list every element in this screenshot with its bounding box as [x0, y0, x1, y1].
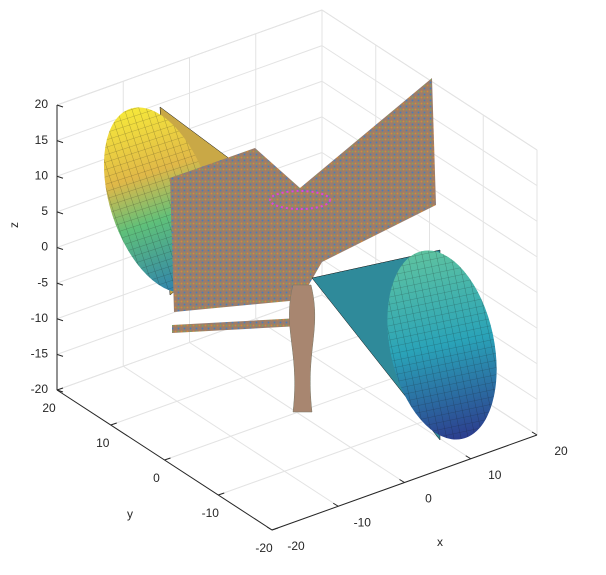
x-tick: [399, 479, 405, 483]
y-axis: [56, 389, 273, 531]
z-tick: [56, 104, 64, 108]
x-tick: [531, 431, 538, 436]
y-tick: [218, 492, 225, 496]
z-tick-label: -15: [31, 347, 49, 361]
z-tick-label: -20: [31, 382, 49, 396]
x-tick-label: 0: [425, 492, 432, 506]
z-tick-label: -10: [31, 311, 49, 325]
z-tick-label: 0: [41, 240, 48, 254]
y-tick-label: 10: [96, 436, 110, 450]
y-tick: [110, 422, 117, 426]
y-tick-label: -20: [255, 541, 273, 555]
z-tick-label: 20: [35, 97, 49, 111]
y-tick-label: -10: [202, 506, 220, 520]
y-tick: [56, 387, 64, 391]
x-tick: [332, 502, 339, 507]
sheet-strip: [172, 318, 300, 333]
x-tick: [465, 455, 472, 460]
grid-line: [110, 329, 376, 426]
z-tick: [56, 247, 64, 250]
z-axis-label: z: [7, 222, 21, 228]
z-tick: [56, 140, 64, 144]
right-cone-mesh: [387, 250, 497, 440]
surfaces: [103, 78, 497, 441]
sheet: [170, 78, 436, 312]
y-tick-label: 20: [42, 401, 56, 415]
vase: [289, 284, 316, 413]
z-tick: [56, 353, 64, 357]
z-tick: [56, 282, 64, 286]
grid-line: [164, 364, 430, 461]
z-tick: [56, 175, 64, 179]
x-tick-label: -10: [354, 515, 372, 529]
y-tick-label: 0: [153, 471, 160, 485]
y-tick: [164, 457, 171, 461]
x-tick-label: -20: [287, 539, 305, 553]
ring: [269, 190, 331, 210]
x-tick-label: 10: [488, 468, 502, 482]
grid-line: [56, 294, 323, 391]
x-tick-label: 20: [554, 444, 568, 458]
y-axis-label: y: [127, 507, 133, 521]
x-axis: [271, 434, 538, 531]
z-tick-label: 10: [35, 168, 49, 182]
x-axis-label: x: [437, 535, 443, 549]
z-tick-label: 15: [35, 133, 49, 147]
z-tick: [56, 318, 64, 322]
z-tick: [56, 211, 64, 215]
axes: x y z -20 -15 -10 -5 0 5 10 15 20 -20 -10 0 10 20 -20 -…: [7, 97, 568, 555]
z-tick-label: -5: [37, 275, 48, 289]
z-tick-label: 5: [41, 204, 48, 218]
